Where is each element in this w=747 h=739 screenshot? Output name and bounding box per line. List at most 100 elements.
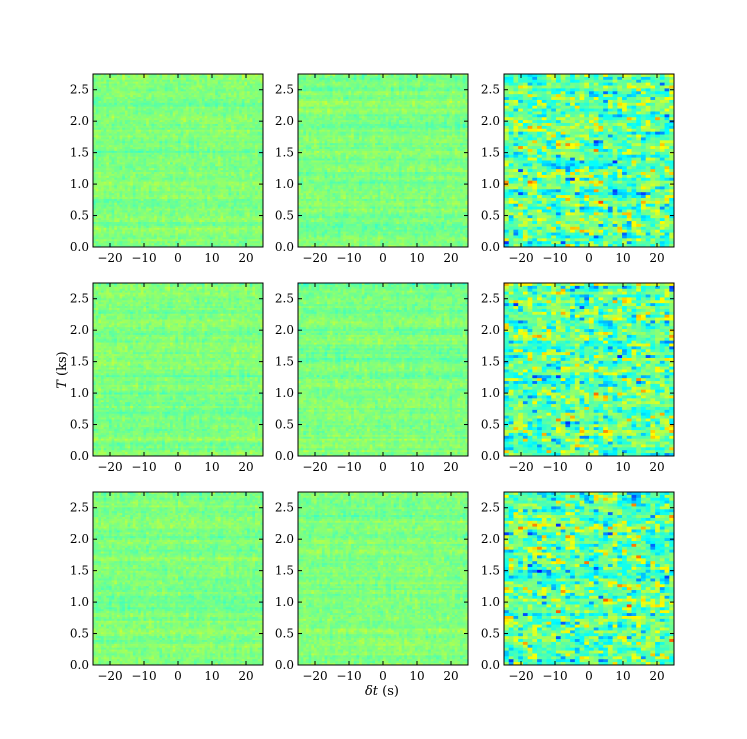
heatmap-cell (162, 185, 166, 189)
heatmap-cell (215, 129, 219, 133)
heatmap-cell (180, 189, 184, 192)
heatmap-cell (148, 98, 153, 102)
heatmap-cell (135, 160, 139, 164)
heatmap-cell (132, 106, 137, 110)
heatmap-cell (100, 97, 105, 100)
heatmap-cell (100, 152, 105, 156)
heatmap-cell (98, 127, 102, 131)
heatmap-cell (164, 191, 168, 194)
heatmap-cell (164, 122, 168, 125)
heatmap-cell (183, 102, 187, 106)
heatmap-cell (217, 177, 222, 181)
heatmap-cell (143, 122, 147, 125)
heatmap-cell (231, 108, 235, 112)
heatmap-cell (196, 93, 200, 96)
heatmap-cell (156, 181, 161, 185)
heatmap-cell (244, 100, 248, 104)
heatmap-cell (132, 77, 137, 81)
heatmap-cell (122, 214, 126, 217)
heatmap-cell (201, 114, 206, 117)
heatmap-cell (185, 98, 190, 102)
heatmap-cell (103, 212, 107, 215)
heatmap-cell (241, 202, 246, 206)
heatmap-cell (212, 127, 216, 131)
heatmap-cell (151, 179, 155, 183)
heatmap-cell (188, 137, 192, 140)
heatmap-cell (199, 195, 203, 198)
heatmap-cell (196, 77, 200, 81)
heatmap-cell (217, 214, 222, 217)
heatmap-cell (119, 168, 123, 171)
heatmap-cell (247, 212, 251, 215)
heatmap-cell (225, 181, 230, 185)
heatmap-cell (172, 106, 176, 110)
heatmap-cell (100, 141, 105, 144)
heatmap-cell (100, 202, 105, 206)
heatmap-cell (170, 147, 174, 150)
heatmap-cell (199, 200, 203, 204)
heatmap-cell (124, 208, 129, 212)
heatmap-cell (209, 141, 214, 144)
heatmap-cell (244, 148, 248, 152)
heatmap-cell (247, 162, 251, 165)
heatmap-cell (193, 216, 198, 219)
heatmap-cell (215, 147, 219, 150)
heatmap-cell (98, 181, 102, 185)
heatmap-cell (241, 95, 246, 98)
heatmap-cell (236, 147, 240, 150)
heatmap-cell (217, 173, 222, 177)
heatmap-cell (233, 133, 238, 137)
heatmap-cell (212, 222, 216, 225)
heatmap-cell (231, 122, 235, 125)
heatmap-cell (239, 164, 243, 167)
heatmap-cell (159, 222, 163, 225)
heatmap-cell (252, 191, 256, 194)
heatmap-cell (175, 133, 179, 137)
heatmap-cell (231, 81, 235, 85)
heatmap-cell (114, 75, 118, 79)
heatmap-cell (119, 116, 123, 119)
heatmap-cell (193, 120, 198, 123)
heatmap-cell (233, 195, 238, 198)
heatmap-cell (188, 183, 192, 187)
heatmap-cell (95, 93, 99, 96)
heatmap-cell (255, 135, 259, 139)
heatmap-cell (140, 202, 145, 206)
heatmap-cell (162, 98, 166, 102)
heatmap-cell (199, 216, 203, 219)
heatmap-cell (239, 135, 243, 139)
heatmap-cell (95, 83, 99, 87)
heatmap-cell (124, 93, 129, 96)
heatmap-cell (130, 179, 134, 183)
heatmap-cell (170, 137, 174, 140)
heatmap-cell (175, 150, 179, 154)
heatmap-cell (225, 198, 230, 202)
heatmap-cell (183, 175, 187, 179)
heatmap-cell (127, 85, 131, 89)
heatmap-cell (204, 91, 208, 94)
heatmap-cell (93, 168, 97, 171)
heatmap-cell (172, 123, 176, 127)
heatmap-cell (98, 168, 102, 171)
heatmap-cell (138, 216, 142, 219)
heatmap-cell (217, 212, 222, 215)
heatmap-cell (98, 162, 102, 165)
heatmap-cell (247, 137, 251, 140)
heatmap-cell (255, 75, 259, 79)
heatmap-cell (188, 75, 192, 79)
heatmap-cell (212, 143, 216, 146)
heatmap-cell (103, 106, 107, 110)
heatmap-cell (191, 204, 195, 208)
heatmap-cell (159, 183, 163, 187)
heatmap-cell (140, 122, 145, 125)
heatmap-cell (249, 187, 253, 190)
heatmap-cell (225, 114, 230, 117)
heatmap-cell (212, 175, 216, 179)
heatmap-cell (252, 189, 256, 192)
heatmap-cell (201, 168, 206, 171)
heatmap-cell (241, 77, 246, 81)
heatmap-cell (196, 139, 200, 142)
heatmap-cell (228, 74, 232, 77)
heatmap-cell (156, 193, 161, 196)
heatmap-cell (220, 137, 224, 140)
